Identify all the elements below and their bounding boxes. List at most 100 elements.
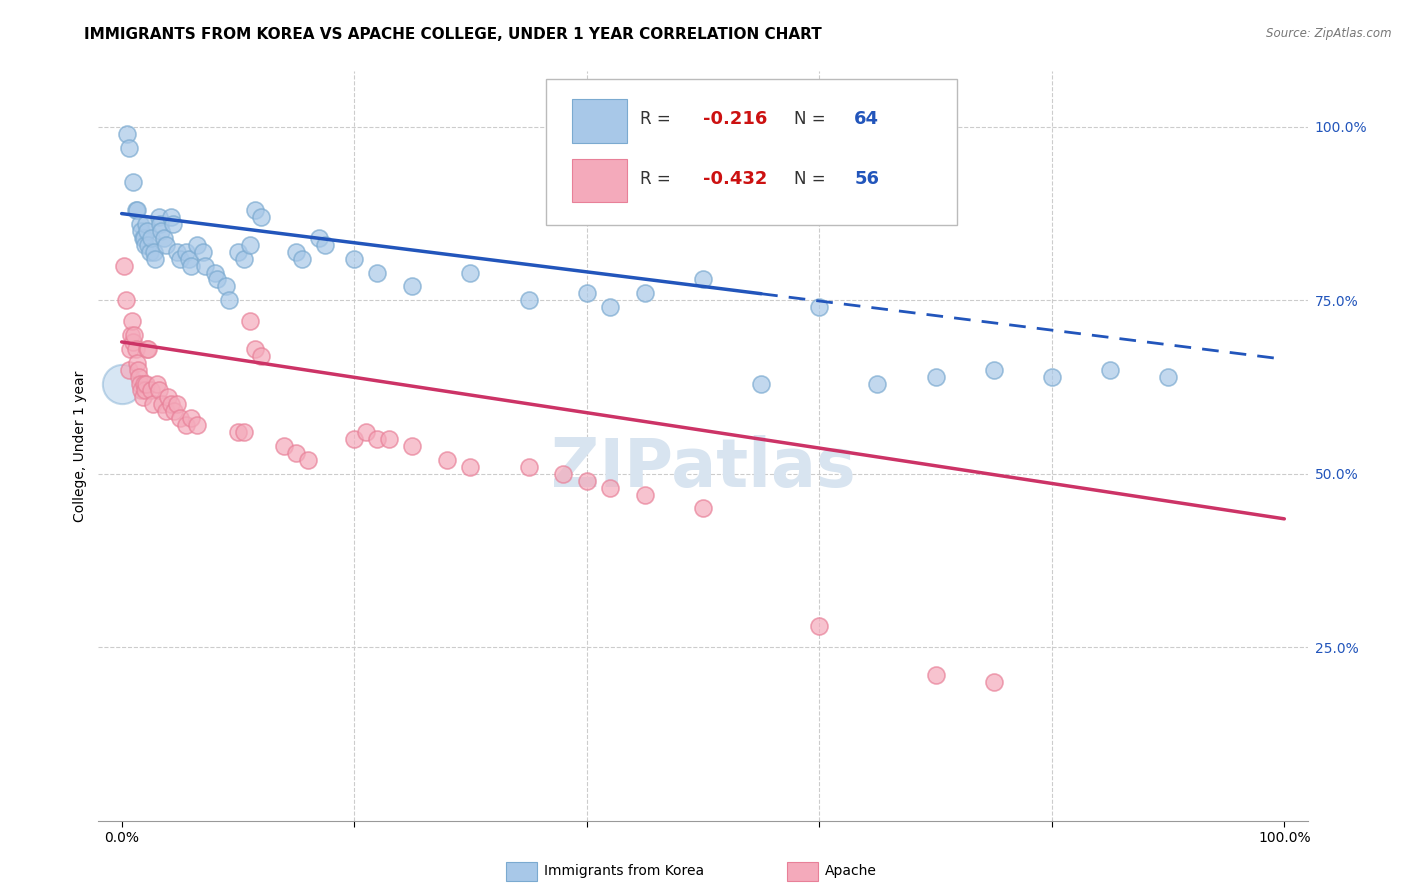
Point xyxy=(152,231,174,245)
Point xyxy=(1157,369,1180,384)
Point xyxy=(145,252,167,266)
Point xyxy=(136,224,159,238)
Point xyxy=(186,237,208,252)
Point xyxy=(575,474,598,488)
Point xyxy=(117,127,139,141)
Point xyxy=(186,418,208,433)
Point xyxy=(118,362,141,376)
Point xyxy=(124,342,146,356)
Point xyxy=(159,210,181,224)
Point xyxy=(232,252,254,266)
Point xyxy=(111,376,134,391)
Point xyxy=(314,237,336,252)
Point xyxy=(169,411,191,425)
Point xyxy=(155,404,177,418)
Point xyxy=(460,459,482,474)
Point xyxy=(215,279,238,293)
FancyBboxPatch shape xyxy=(572,99,627,143)
Point xyxy=(148,210,170,224)
Point xyxy=(343,432,366,446)
Point xyxy=(132,231,155,245)
Point xyxy=(401,279,423,293)
Point xyxy=(239,314,262,328)
Point xyxy=(139,231,162,245)
Point xyxy=(179,252,201,266)
Point xyxy=(169,252,191,266)
Point xyxy=(634,487,657,501)
Point xyxy=(174,418,197,433)
Point xyxy=(575,286,598,301)
Text: IMMIGRANTS FROM KOREA VS APACHE COLLEGE, UNDER 1 YEAR CORRELATION CHART: IMMIGRANTS FROM KOREA VS APACHE COLLEGE,… xyxy=(84,27,823,42)
Point xyxy=(517,293,540,308)
Point xyxy=(139,384,162,398)
Point xyxy=(983,674,1005,689)
Point xyxy=(129,376,152,391)
Text: 64: 64 xyxy=(855,111,879,128)
Point xyxy=(250,349,273,363)
Point xyxy=(132,376,155,391)
Point xyxy=(131,231,153,245)
Text: Immigrants from Korea: Immigrants from Korea xyxy=(544,864,704,879)
Point xyxy=(157,391,180,405)
Point xyxy=(245,203,267,218)
Point xyxy=(1040,369,1063,384)
Point xyxy=(191,244,214,259)
Point xyxy=(129,217,152,231)
Point xyxy=(180,411,202,425)
Text: Apache: Apache xyxy=(825,864,877,879)
Text: R =: R = xyxy=(640,111,676,128)
Point xyxy=(135,376,157,391)
Point xyxy=(553,467,575,481)
Point xyxy=(378,432,401,446)
Point xyxy=(131,224,153,238)
Point xyxy=(517,459,540,474)
Point xyxy=(866,376,889,391)
Point xyxy=(148,384,170,398)
Point xyxy=(131,391,153,405)
Point xyxy=(599,300,621,314)
Y-axis label: College, Under 1 year: College, Under 1 year xyxy=(73,370,87,522)
Point xyxy=(297,453,319,467)
Point xyxy=(808,300,831,314)
Point xyxy=(634,286,657,301)
Point xyxy=(138,342,160,356)
Point xyxy=(121,314,143,328)
Point xyxy=(128,369,150,384)
Point xyxy=(143,244,166,259)
Point xyxy=(149,217,172,231)
Text: 56: 56 xyxy=(855,169,879,187)
Point xyxy=(134,384,156,398)
Point xyxy=(924,668,946,682)
Point xyxy=(273,439,295,453)
Point xyxy=(124,328,146,343)
Point xyxy=(808,619,831,633)
Point xyxy=(180,259,202,273)
Point xyxy=(194,259,217,273)
Point xyxy=(145,376,167,391)
Text: -0.432: -0.432 xyxy=(703,169,768,187)
Point xyxy=(401,439,423,453)
Point xyxy=(983,362,1005,376)
Point xyxy=(308,231,330,245)
Point xyxy=(232,425,254,439)
Point xyxy=(155,237,177,252)
Point xyxy=(124,203,146,218)
Point xyxy=(127,362,149,376)
Text: N =: N = xyxy=(793,169,831,187)
Point xyxy=(749,376,772,391)
Point xyxy=(138,244,160,259)
Point xyxy=(115,293,138,308)
Point xyxy=(285,244,308,259)
Point xyxy=(118,141,141,155)
Point xyxy=(136,342,159,356)
Point xyxy=(354,425,377,439)
Point xyxy=(366,432,388,446)
Point xyxy=(250,210,273,224)
Point xyxy=(163,404,186,418)
Point xyxy=(226,425,249,439)
Point xyxy=(692,272,714,286)
Point xyxy=(245,342,267,356)
Text: Source: ZipAtlas.com: Source: ZipAtlas.com xyxy=(1267,27,1392,40)
Point xyxy=(150,224,173,238)
Point xyxy=(366,266,388,280)
